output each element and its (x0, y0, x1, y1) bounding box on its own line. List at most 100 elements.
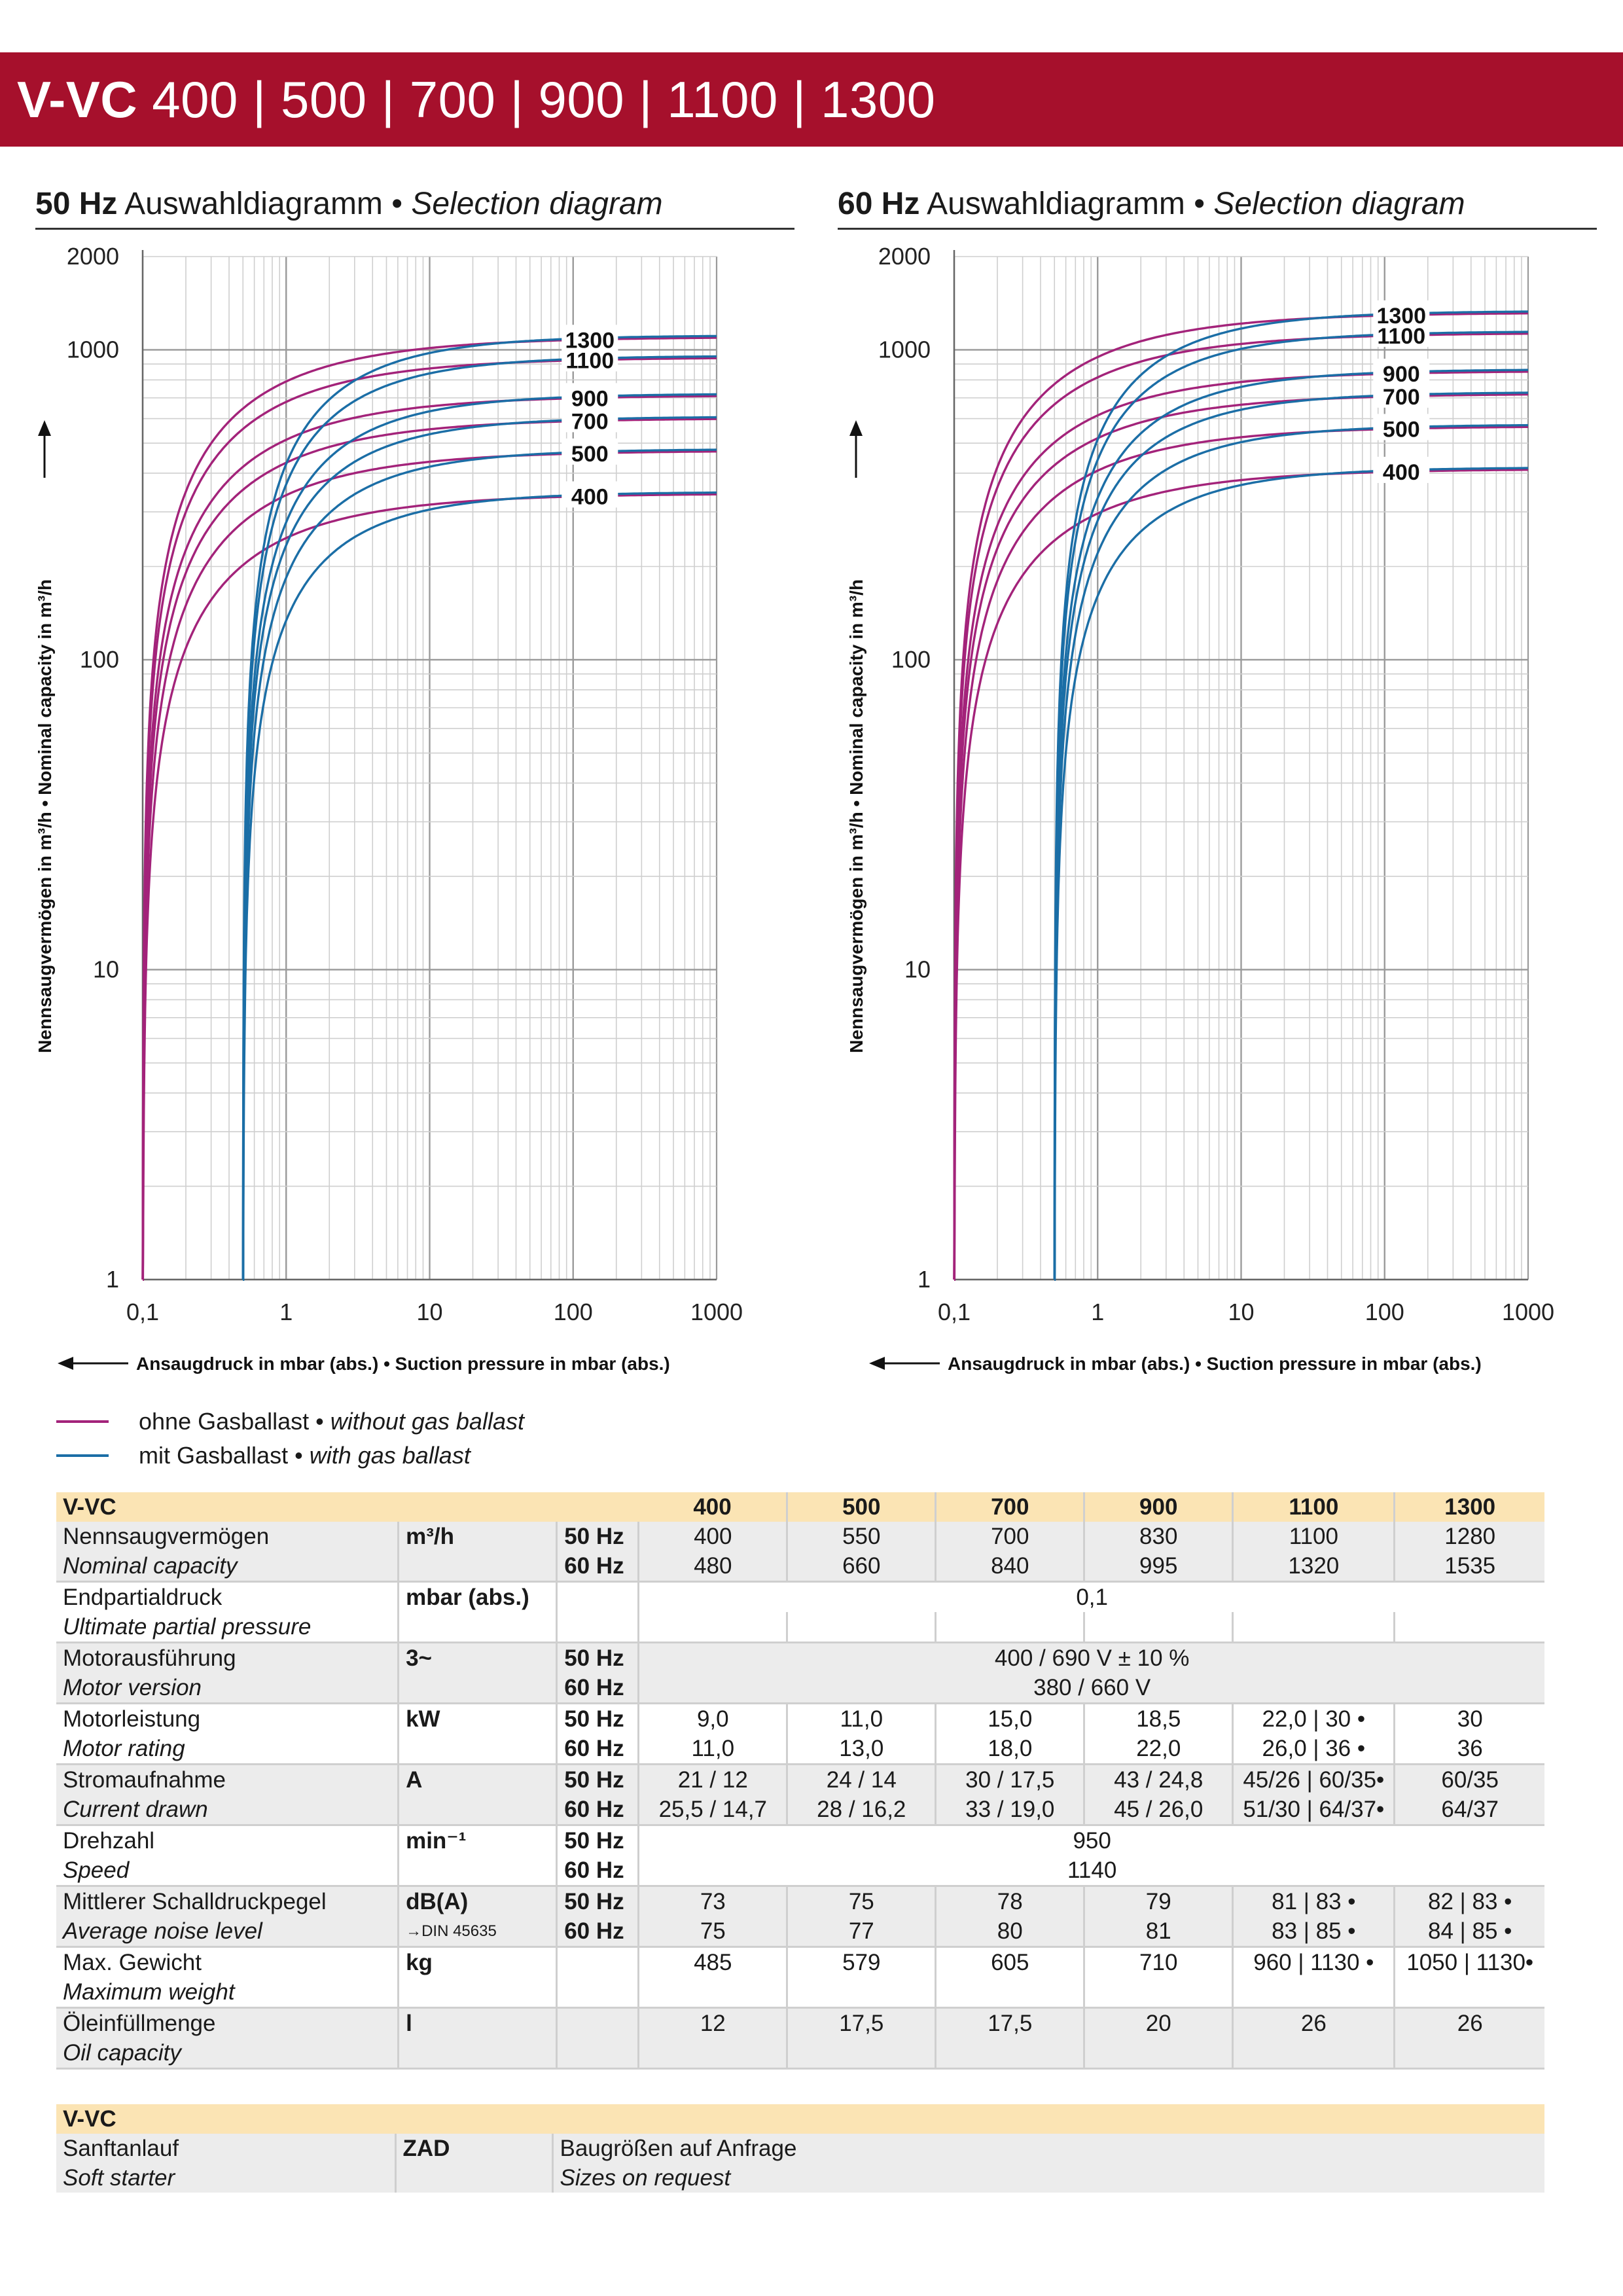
spec-row: Maximum weight (56, 1977, 1544, 2009)
spec-unit-note: →DIN 45635 (398, 1916, 558, 1948)
spec-header-size: 900 (1084, 1492, 1234, 1522)
spec-value (638, 1977, 789, 2009)
spec-value: 605 (935, 1946, 1086, 1977)
spec-label-de: Mittlerer Schalldruckpegel (56, 1886, 400, 1916)
y-axis-arrow-head (849, 420, 863, 436)
accessory-value-en: Sizes on request (552, 2163, 1545, 2193)
spec-label-de: Drehzahl (56, 1825, 400, 1856)
spec-value: 1100 (1232, 1522, 1396, 1551)
spec-frequency: 60 Hz (556, 1795, 640, 1826)
series-label: 1100 (565, 348, 614, 373)
series-label: 1100 (1377, 324, 1425, 349)
spec-value: 380 / 660 V (638, 1673, 1544, 1704)
spec-value (1084, 1612, 1234, 1643)
spec-value: 20 (1084, 2007, 1234, 2038)
spec-value: 1140 (638, 1856, 1544, 1887)
spec-frequency (556, 1612, 640, 1643)
spec-value: 80 (935, 1916, 1086, 1948)
spec-value: 36 (1394, 1734, 1544, 1765)
spec-unit: dB(A) (398, 1886, 558, 1916)
y-tick-label: 1000 (67, 336, 119, 363)
series-label-bg (562, 406, 618, 433)
spec-value: 83 | 85 • (1232, 1916, 1396, 1948)
spec-value: 400 (638, 1522, 789, 1551)
y-tick-label: 1 (106, 1266, 119, 1293)
y-tick-label: 100 (80, 646, 119, 673)
spec-value: 480 (638, 1551, 789, 1583)
spec-frequency (556, 2007, 640, 2038)
accessory-table: V-VC Sanftanlauf ZAD Baugrößen auf Anfra… (56, 2104, 1545, 2193)
spec-value: 485 (638, 1946, 789, 1977)
spec-value: 84 | 85 • (1394, 1916, 1544, 1948)
spec-unit: l (398, 2007, 558, 2038)
spec-value: 79 (1084, 1886, 1234, 1916)
spec-value: 18,0 (935, 1734, 1086, 1765)
series-label-bg (1373, 300, 1430, 327)
spec-value (1084, 2038, 1234, 2070)
chart-60hz: 0,1 1 10 100 1000 1 10 100 1000 2000 Nennsaugvermö… (846, 243, 1554, 1374)
curve-with-gas-ballast (241, 448, 717, 1281)
curve-with-gas-ballast (1053, 310, 1528, 1280)
chart-50hz: 0,1 1 10 100 1000 1 10 100 1000 2000 Nennsaugvermö… (35, 243, 743, 1374)
spec-header-size: 500 (787, 1492, 937, 1522)
spec-value: 700 (935, 1522, 1086, 1551)
spec-unit-note (398, 1673, 558, 1704)
spec-value: 75 (787, 1886, 937, 1916)
spec-value (1232, 1977, 1396, 2009)
legend-swatch-magenta (56, 1420, 109, 1423)
chart-50hz-title: 50 Hz Auswahldiagramm • Selection diagra… (35, 185, 794, 230)
spec-value: 26,0 | 36 • (1232, 1734, 1396, 1765)
spec-label-de: Nennsaugvermögen (56, 1522, 400, 1551)
series-label: 900 (1383, 362, 1420, 387)
spec-value: 33 / 19,0 (935, 1795, 1086, 1826)
spec-value: 660 (787, 1551, 937, 1583)
spec-label-en: Maximum weight (56, 1977, 400, 2009)
legend-item-without-gas-ballast: ohne Gasballast • without gas ballast (56, 1405, 524, 1439)
spec-value: 30 (1394, 1703, 1544, 1734)
spec-value: 950 (638, 1825, 1544, 1856)
x-axis-label: Ansaugdruck in mbar (abs.) • Suction pre… (948, 1354, 1482, 1374)
spec-value: 579 (787, 1946, 937, 1977)
spec-value (1084, 1977, 1234, 2009)
legend: ohne Gasballast • without gas ballast mi… (56, 1405, 524, 1473)
series-label: 400 (1383, 460, 1420, 485)
spec-row: Motor rating 60 Hz 11,0 13,0 18,0 22,0 26,0 | … (56, 1734, 1544, 1765)
title-banner: V-VC 400 | 500 | 700 | 900 | 1100 | 1300 (0, 52, 1623, 147)
grid (953, 256, 1529, 1281)
series-label: 1300 (565, 328, 615, 353)
spec-label-de: Stromaufnahme (56, 1764, 400, 1795)
spec-value (787, 2038, 937, 2070)
spec-unit: min⁻¹ (398, 1825, 558, 1856)
spec-value: 25,5 / 14,7 (638, 1795, 789, 1826)
spec-value (935, 2038, 1086, 2070)
spec-unit: mbar (abs.) (398, 1581, 558, 1612)
spec-value: 12 (638, 2007, 789, 2038)
spec-label-en: Motor rating (56, 1734, 400, 1765)
spec-value: 960 | 1130 • (1232, 1946, 1396, 1977)
spec-frequency: 50 Hz (556, 1642, 640, 1673)
spec-label-en: Oil capacity (56, 2038, 400, 2070)
spec-value: 81 (1084, 1916, 1234, 1948)
x-tick-label: 0,1 (126, 1299, 159, 1325)
spec-frequency: 60 Hz (556, 1551, 640, 1583)
spec-frequency: 60 Hz (556, 1673, 640, 1704)
spec-value: 43 / 24,8 (1084, 1764, 1234, 1795)
y-tick-label: 1000 (878, 336, 931, 363)
spec-unit: m³/h (398, 1522, 558, 1551)
curve-with-gas-ballast (241, 334, 717, 1281)
spec-row: Ultimate partial pressure (56, 1612, 1544, 1643)
spec-value: 22,0 (1084, 1734, 1234, 1765)
spec-header-model: V-VC (56, 1492, 639, 1522)
spec-row: Mittlerer Schalldruckpegel dB(A) 50 Hz 73 75… (56, 1886, 1544, 1916)
document-title: V-VC 400 | 500 | 700 | 900 | 1100 | 1300 (17, 70, 936, 128)
spec-unit-note (398, 1856, 558, 1887)
spec-value: 830 (1084, 1522, 1234, 1551)
curve-with-gas-ballast (1053, 391, 1529, 1281)
spec-label-de: Endpartialdruck (56, 1581, 400, 1612)
spec-label-en: Speed (56, 1856, 400, 1887)
grid (141, 256, 718, 1281)
series-label: 700 (571, 409, 609, 434)
spec-value (787, 1977, 937, 2009)
spec-value (1232, 2038, 1396, 2070)
spec-value: 24 / 14 (787, 1764, 937, 1795)
